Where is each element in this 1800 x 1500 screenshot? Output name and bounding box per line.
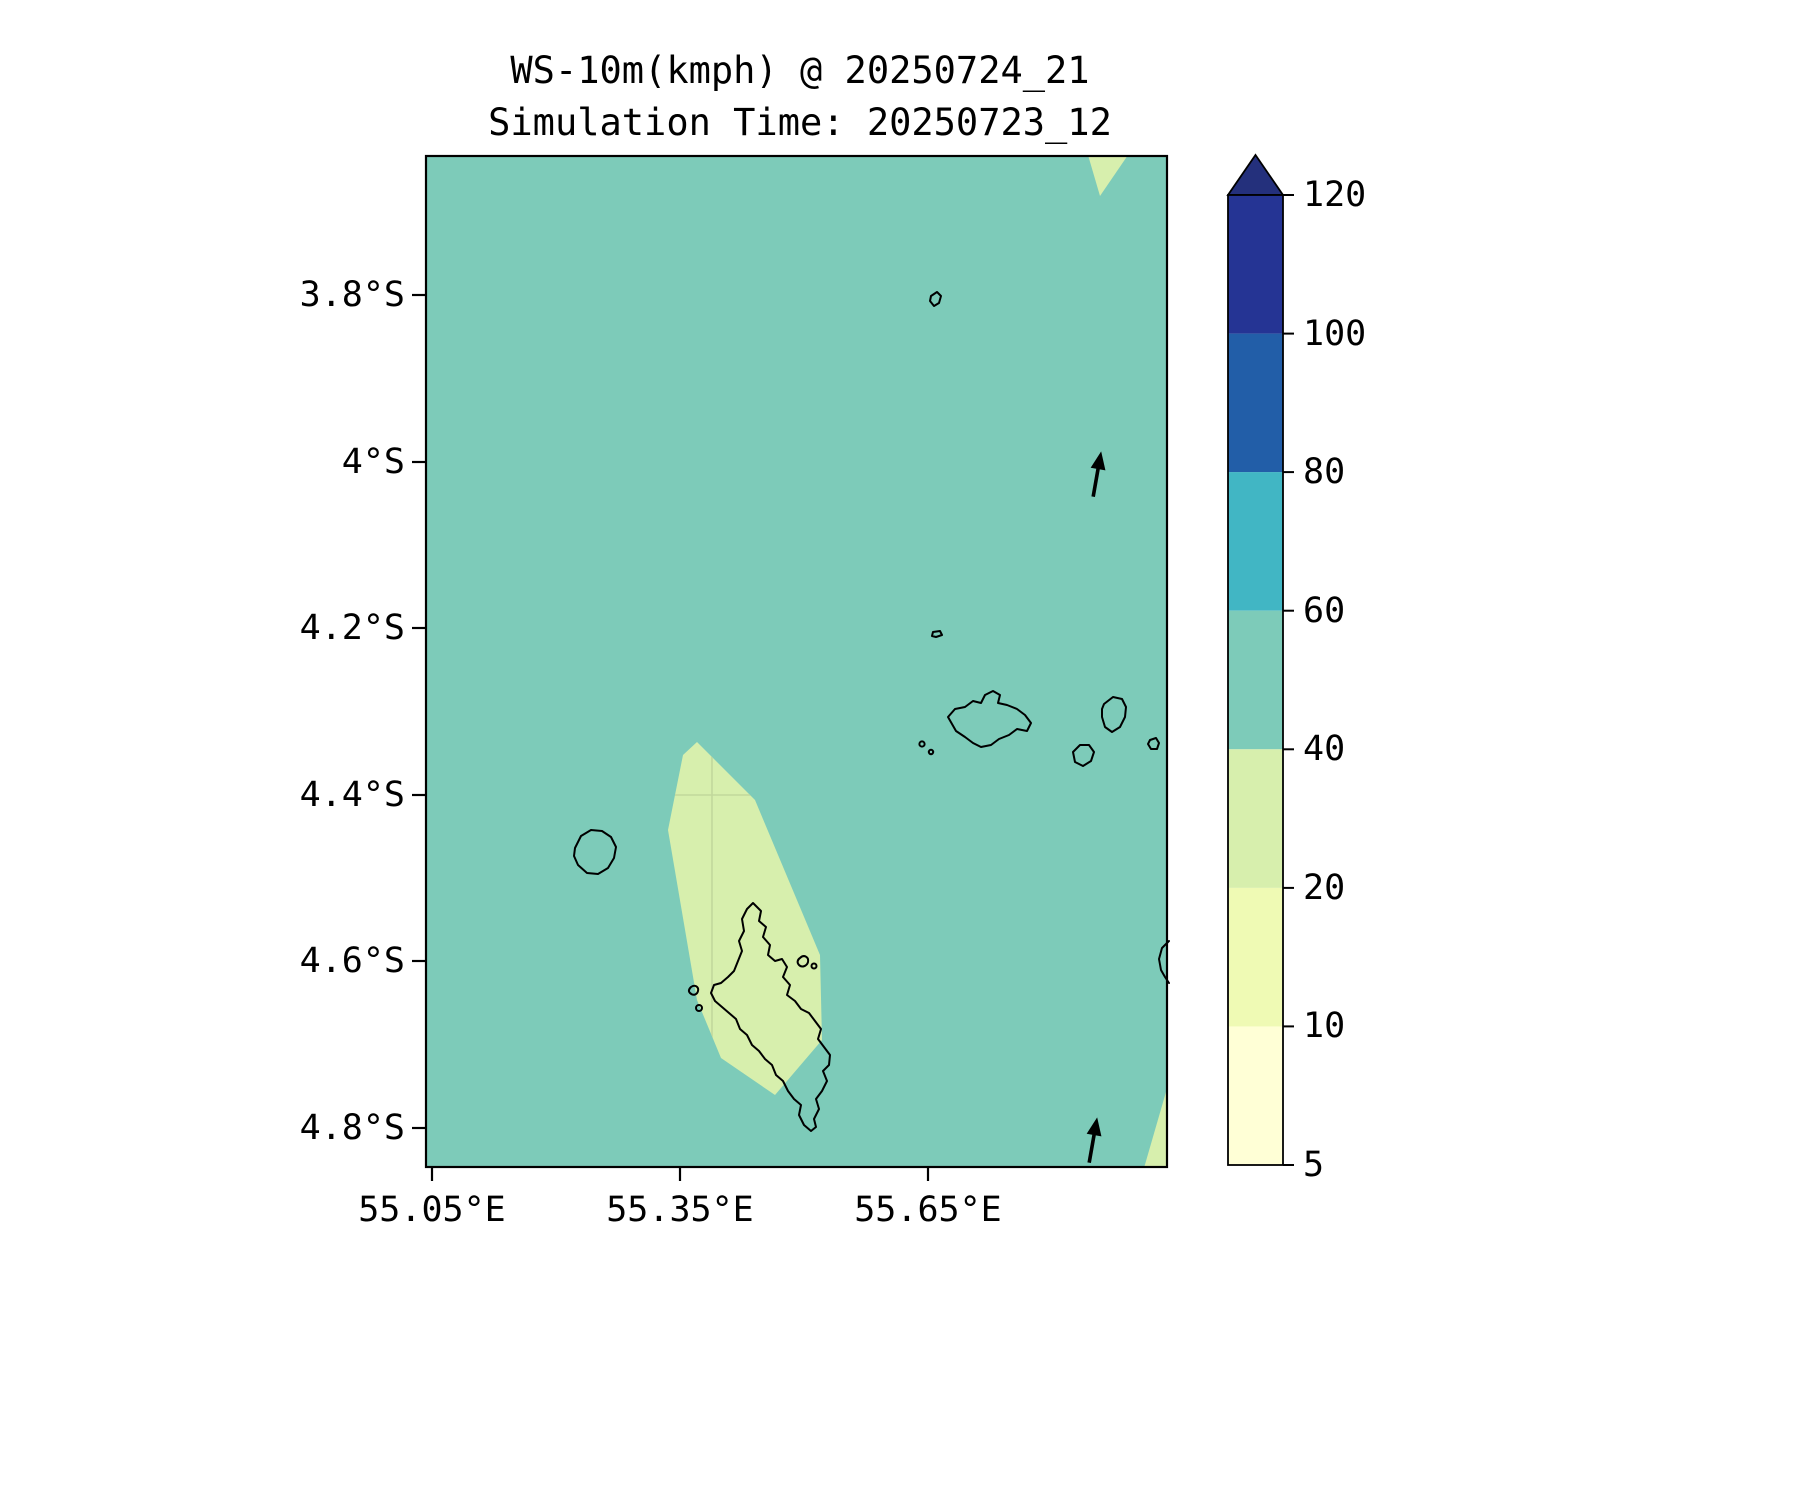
y-tick-label-4.8S: 4.8°S bbox=[299, 1108, 405, 1148]
colorbar-label-60: 60 bbox=[1303, 591, 1346, 631]
map-plot bbox=[412, 154, 1170, 1181]
plot-frame bbox=[424, 154, 1169, 1169]
coastline-felicite bbox=[1072, 744, 1095, 767]
colorbar-extend-triangle bbox=[1226, 153, 1285, 196]
colorbar-label-120: 120 bbox=[1303, 175, 1367, 215]
colorbar-tick-marks bbox=[1283, 194, 1294, 1166]
coastline-la-digue bbox=[1101, 696, 1127, 733]
colorbar-label-40: 40 bbox=[1303, 729, 1346, 769]
colorbar-seg-20-40 bbox=[1228, 749, 1283, 888]
y-tick-label-3.8S: 3.8°S bbox=[299, 275, 405, 315]
plot-title-line2: Simulation Time: 20250723_12 bbox=[488, 101, 1112, 144]
coastline-praslin bbox=[947, 690, 1032, 748]
colorbar-seg-80-100 bbox=[1228, 333, 1283, 473]
low-wind-patch-mahe bbox=[668, 742, 822, 1095]
axis-tick-marks bbox=[412, 293, 930, 1181]
colorbar-label-100: 100 bbox=[1303, 314, 1367, 354]
colorbar-seg-40-60 bbox=[1228, 610, 1283, 750]
small-islets bbox=[687, 291, 1170, 1012]
colorbar-label-80: 80 bbox=[1303, 452, 1346, 492]
wind-arrow-north bbox=[1090, 451, 1106, 497]
colorbar-outline bbox=[1227, 194, 1284, 1166]
colorbar-seg-100-120 bbox=[1228, 195, 1283, 334]
colorbar-label-5: 5 bbox=[1303, 1145, 1325, 1185]
coastlines bbox=[573, 291, 1170, 1132]
x-tick-label-55.35E: 55.35°E bbox=[606, 1190, 754, 1230]
colorbar-seg-60-80 bbox=[1228, 472, 1283, 611]
x-tick-label-55.05E: 55.05°E bbox=[358, 1190, 506, 1230]
colorbar-seg-5-10 bbox=[1228, 1026, 1283, 1165]
colorbar-label-20: 20 bbox=[1303, 868, 1346, 908]
colorbar bbox=[1226, 153, 1294, 1166]
y-tick-label-4.6S: 4.6°S bbox=[299, 941, 405, 981]
low-wind-patch-top-edge bbox=[1088, 155, 1128, 196]
coastline-silhouette bbox=[573, 829, 617, 875]
y-tick-label-4.4S: 4.4°S bbox=[299, 775, 405, 815]
x-tick-label-55.65E: 55.65°E bbox=[854, 1190, 1002, 1230]
low-wind-patch-bottom-right bbox=[1144, 1085, 1168, 1168]
y-tick-label-4.2S: 4.2°S bbox=[299, 608, 405, 648]
coastline-mahe bbox=[710, 902, 831, 1132]
colorbar-seg-10-20 bbox=[1228, 887, 1283, 1027]
y-tick-label-4S: 4°S bbox=[341, 442, 405, 482]
plot-title-line1: WS-10m(kmph) @ 20250724_21 bbox=[510, 49, 1090, 92]
wind-arrow-south bbox=[1086, 1117, 1102, 1163]
colorbar-label-10: 10 bbox=[1303, 1006, 1346, 1046]
